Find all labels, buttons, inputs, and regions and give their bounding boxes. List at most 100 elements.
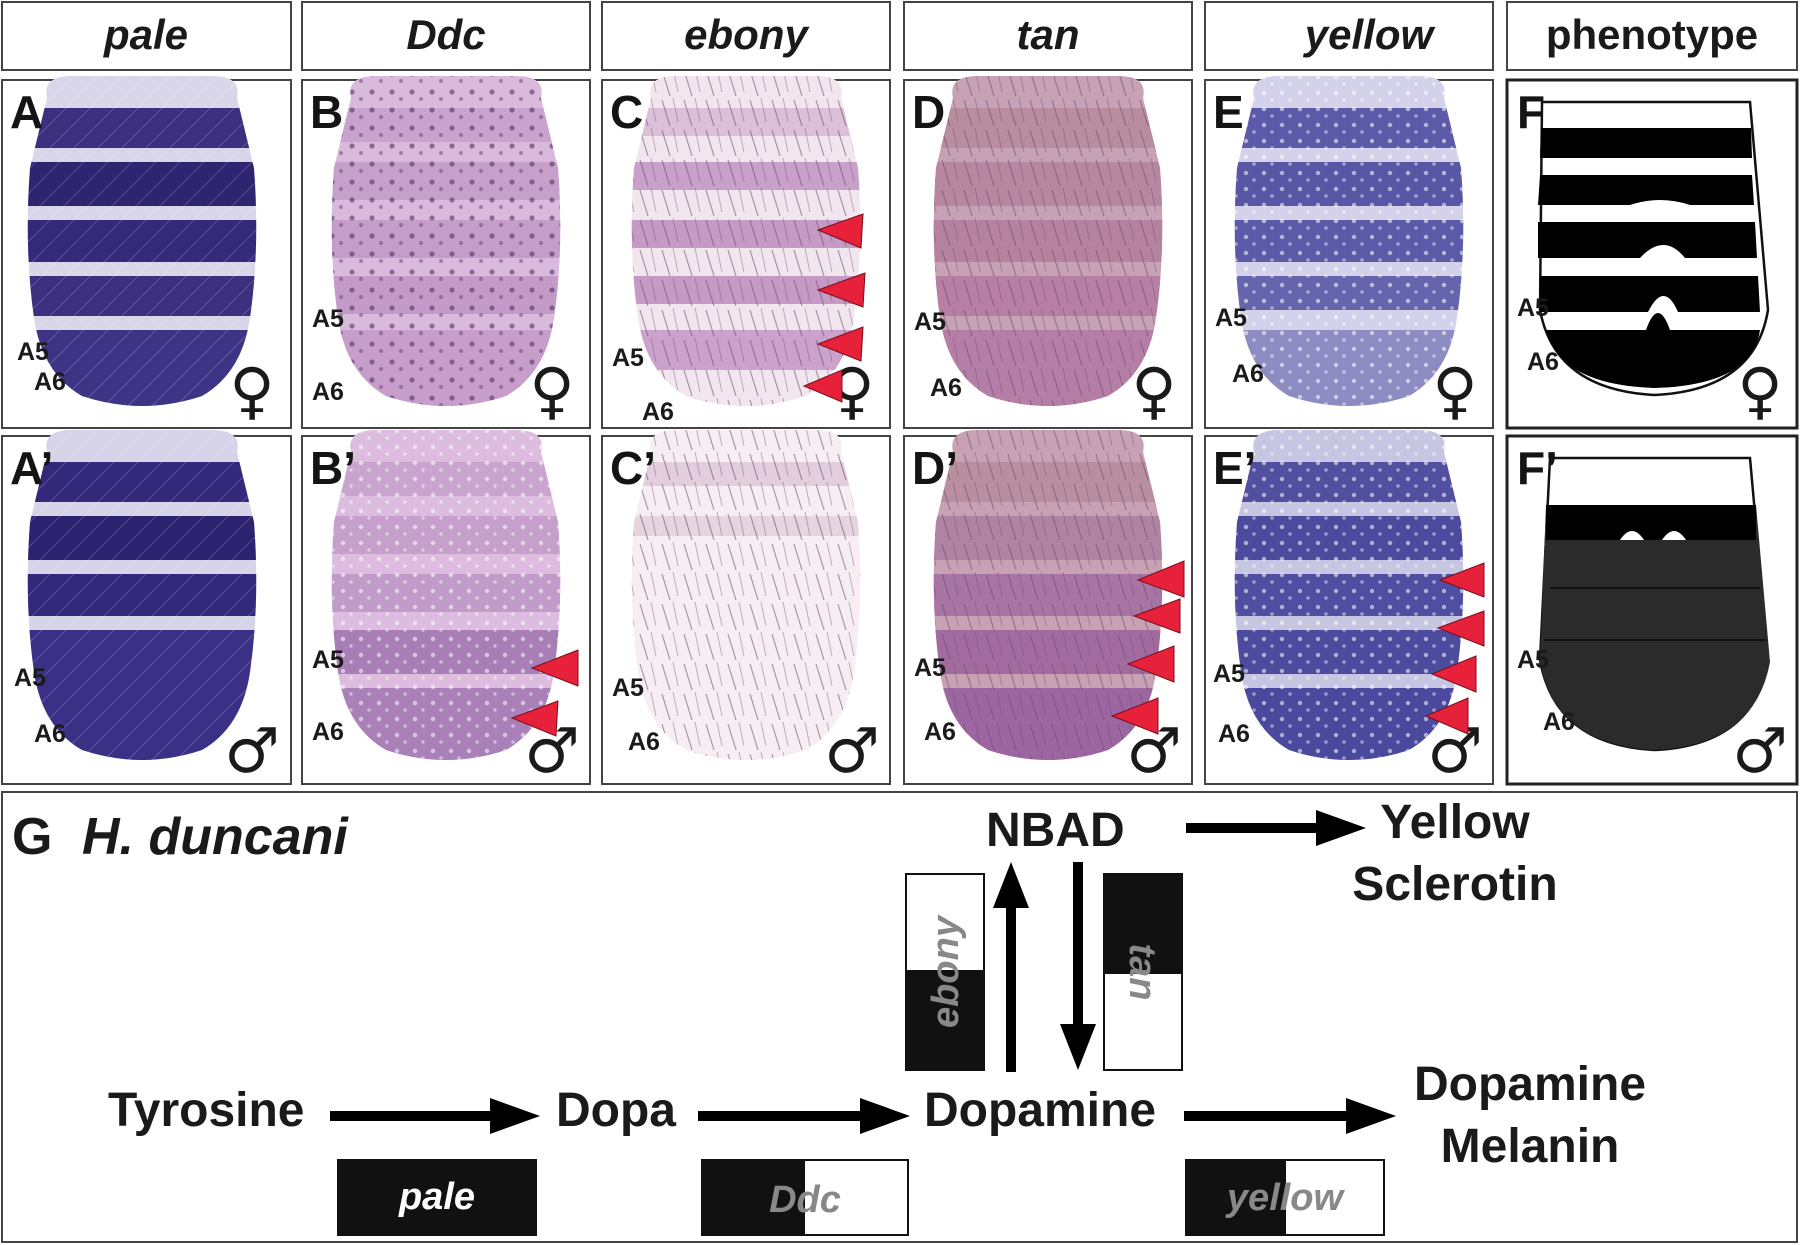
abdomen-image-E-prime <box>1234 430 1464 760</box>
segment-label-a5: A5 <box>914 654 946 682</box>
segment-label-a5: A5 <box>14 664 46 692</box>
segment-label-a6: A6 <box>1527 348 1559 376</box>
header-pale: pale <box>103 11 188 58</box>
segment-label-a5: A5 <box>1517 646 1549 674</box>
male-symbol: ♂ <box>1732 714 1788 787</box>
gene-box-ddc: Ddc <box>701 1159 909 1236</box>
arrowhead-marker <box>530 649 579 687</box>
segment-label-a5: A5 <box>612 674 644 702</box>
pathway-arrows <box>330 810 1396 1134</box>
arrowhead-marker <box>1132 598 1181 634</box>
arrowhead-marker <box>1430 655 1477 693</box>
phenotype-diagram-male <box>1538 456 1770 752</box>
segment-label-a6: A6 <box>1218 720 1250 748</box>
expression-arrowheads <box>510 213 1485 737</box>
segment-label-a6: A6 <box>312 718 344 746</box>
arrowhead-marker <box>816 326 864 362</box>
abdomen-image-B <box>331 76 561 406</box>
product-yellow-sclerotin-line1: Yellow <box>1380 796 1530 849</box>
female-symbol: ♀ <box>529 354 574 427</box>
sex-symbols: ♀ ♀ ♀ ♀ ♀ ♀ ♂ ♂ ♂ ♂ ♂ ♂ <box>224 354 1788 787</box>
female-symbol: ♀ <box>1131 354 1176 427</box>
segment-label-a6: A6 <box>924 718 956 746</box>
arrowhead-marker <box>1436 610 1485 647</box>
arrowhead-marker <box>816 213 864 249</box>
panel-letters: A B C D E F A’ B’ C’ D’ E’ F’ <box>10 86 1558 494</box>
segment-label-a5: A5 <box>612 344 644 372</box>
female-symbol: ♀ <box>229 354 274 427</box>
gene-box-pale: pale <box>337 1159 537 1236</box>
header-tan: tan <box>1017 11 1080 58</box>
product-dopamine-melanin-line2: Melanin <box>1441 1120 1620 1173</box>
panel-label-B: B <box>310 86 343 138</box>
product-dopamine-melanin-line1: Dopamine <box>1414 1058 1646 1111</box>
segment-label-a5: A5 <box>1213 660 1245 688</box>
metabolite-nbad: NBAD <box>986 804 1125 857</box>
segment-label-a6: A6 <box>930 374 962 402</box>
segment-label-a6: A6 <box>312 378 344 406</box>
panel-label-F-prime: F’ <box>1517 442 1558 494</box>
metabolite-dopamine: Dopamine <box>924 1084 1156 1137</box>
arrowhead-marker <box>1136 560 1185 598</box>
pathway-species-title: H. duncani <box>82 808 349 866</box>
gene-label-pale: pale <box>398 1176 475 1218</box>
abdomen-image-C <box>631 76 861 406</box>
gene-label-yellow: yellow <box>1225 1177 1346 1219</box>
abdomen-image-A-prime <box>27 430 257 760</box>
abdomen-image-D <box>933 76 1163 406</box>
column-headers: pale Ddc ebony tan yellow phenotype <box>1 1 1798 71</box>
abdomen-image-A <box>27 76 257 406</box>
segment-label-a6: A6 <box>642 398 674 426</box>
header-phenotype: phenotype <box>1546 11 1758 58</box>
panel-label-D: D <box>912 86 945 138</box>
arrowhead-marker <box>1438 562 1485 598</box>
header-yellow: yellow <box>1303 11 1436 58</box>
metabolite-tyrosine: Tyrosine <box>108 1084 305 1137</box>
segment-label-a5: A5 <box>1517 294 1549 322</box>
segment-label-a5: A5 <box>312 646 344 674</box>
segment-label-a6: A6 <box>34 720 66 748</box>
abdomen-image-B-prime <box>331 430 561 760</box>
female-symbol: ♀ <box>1737 354 1782 427</box>
panel-label-F: F <box>1517 86 1545 138</box>
arrowhead-marker <box>1424 697 1469 735</box>
panel-label-D-prime: D’ <box>912 442 958 494</box>
segment-label-a5: A5 <box>17 338 49 366</box>
gene-label-ebony: ebony <box>925 914 967 1028</box>
pathway-panel-label: G <box>12 808 52 866</box>
segment-label-a6: A6 <box>628 728 660 756</box>
arrowhead-marker <box>1110 697 1159 735</box>
male-symbol: ♂ <box>824 714 880 787</box>
male-symbol: ♂ <box>224 714 280 787</box>
segment-label-a5: A5 <box>914 308 946 336</box>
segment-label-a6: A6 <box>1232 360 1264 388</box>
segment-label-a6: A6 <box>1543 708 1575 736</box>
segment-labels: A5 A6 A5 A6 A5 A6 A5 A6 A5 A6 A5 A6 A5 A… <box>14 294 1575 756</box>
panel-label-B-prime: B’ <box>310 442 356 494</box>
segment-label-a6: A6 <box>34 368 66 396</box>
panel-label-E-prime: E’ <box>1213 442 1256 494</box>
segment-label-a5: A5 <box>1215 304 1247 332</box>
female-symbol: ♀ <box>1432 354 1477 427</box>
panel-label-C: C <box>610 86 643 138</box>
gene-box-yellow: yellow <box>1185 1159 1385 1236</box>
panel-label-C-prime: C’ <box>610 442 656 494</box>
abdomen-image-E <box>1234 76 1464 406</box>
panel-frames <box>1 78 1799 786</box>
gene-label-tan: tan <box>1121 944 1163 1001</box>
arrowhead-marker <box>510 700 559 737</box>
arrowhead-marker <box>802 369 843 403</box>
abdomen-image-D-prime <box>933 430 1163 760</box>
segment-label-a5: A5 <box>312 305 344 333</box>
panel-label-A-prime: A’ <box>10 442 53 494</box>
gene-box-tan: tan <box>1103 873 1183 1071</box>
abdomen-image-C-prime <box>631 430 861 760</box>
product-yellow-sclerotin-line2: Sclerotin <box>1352 858 1557 911</box>
header-ddc: Ddc <box>406 11 485 58</box>
header-ebony: ebony <box>684 11 810 58</box>
gene-box-ebony: ebony <box>905 873 985 1071</box>
arrowhead-marker <box>1126 645 1175 683</box>
pathway-panel-frame <box>1 791 1798 1243</box>
arrowhead-marker <box>816 272 866 308</box>
